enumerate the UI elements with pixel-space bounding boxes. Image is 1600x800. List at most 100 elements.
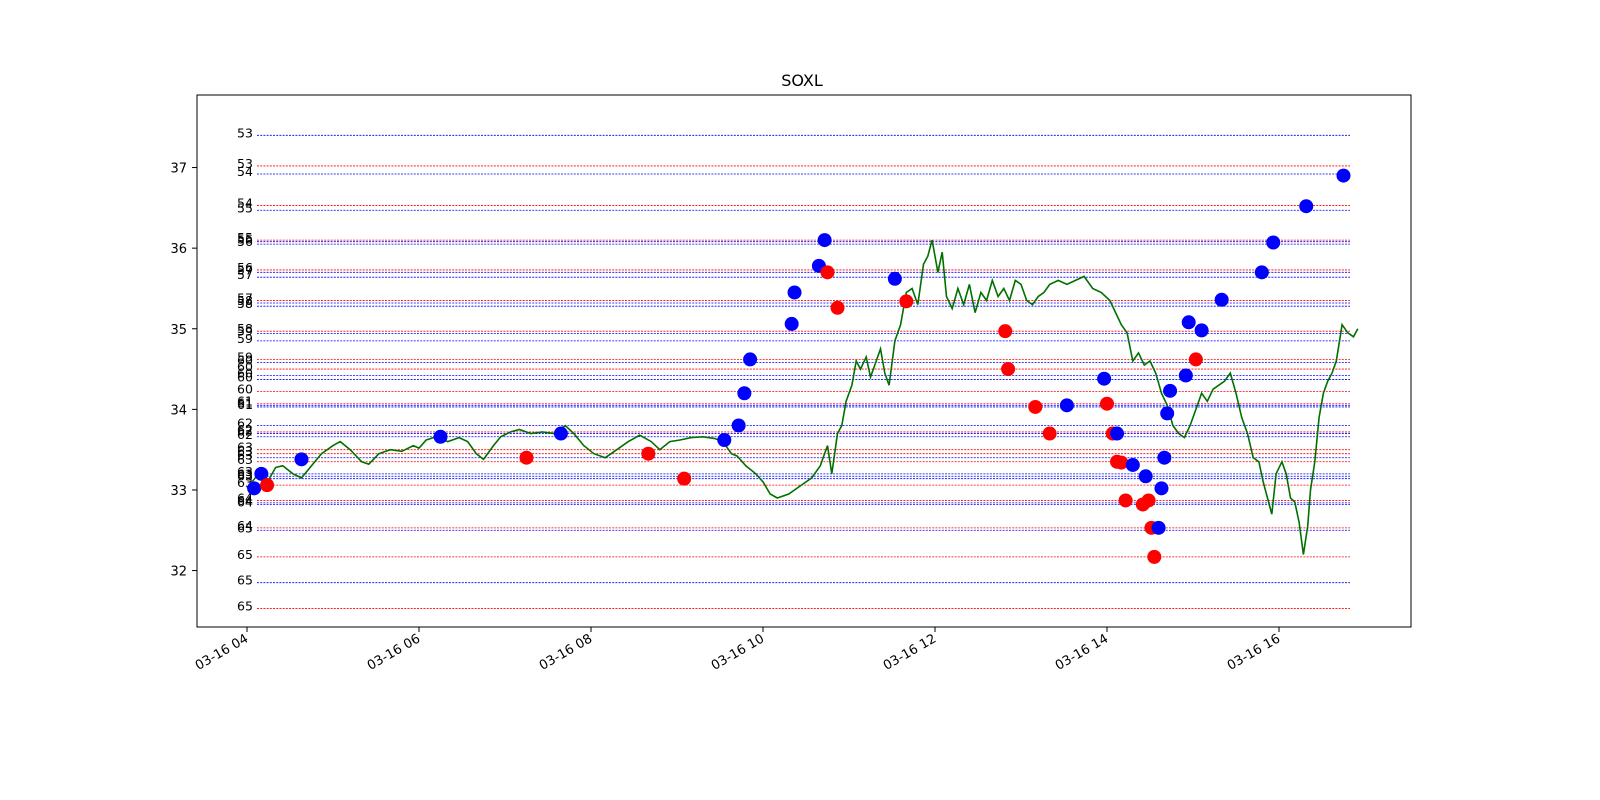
buy-marker: [294, 452, 309, 467]
level-label: 63: [237, 444, 253, 459]
sell-marker: [1188, 352, 1203, 367]
level-label: 63: [237, 448, 253, 463]
level-label: 57: [237, 291, 253, 306]
level-label: 65: [237, 520, 253, 535]
buy-marker: [817, 233, 832, 248]
level-label: 62: [237, 415, 253, 430]
level-label: 62: [237, 427, 253, 442]
buy-marker: [433, 429, 448, 444]
level-label: 64: [237, 490, 253, 505]
level-label: 64: [237, 494, 253, 509]
price-series-line: [246, 239, 1359, 555]
buy-marker: [743, 352, 758, 367]
sell-marker: [1114, 455, 1129, 470]
level-label: 64: [237, 493, 253, 508]
level-label: 55: [237, 230, 253, 245]
level-label: 58: [237, 296, 253, 311]
buy-marker: [717, 432, 732, 447]
level-label: 59: [237, 331, 253, 346]
level-label: 59: [237, 349, 253, 364]
buy-marker: [1336, 168, 1351, 183]
level-label: 65: [237, 547, 253, 562]
level-label: 60: [237, 359, 253, 374]
y-tick-label: 36: [170, 242, 187, 257]
level-label: 60: [237, 382, 253, 397]
level-label: 53: [237, 156, 253, 171]
sell-marker: [1028, 399, 1043, 414]
buy-marker: [1178, 368, 1193, 383]
level-label: 59: [237, 324, 253, 339]
level-label: 64: [237, 518, 253, 533]
sell-marker: [899, 294, 914, 309]
sell-marker: [830, 300, 845, 315]
buy-marker: [1266, 235, 1281, 250]
level-label: 54: [237, 195, 253, 210]
sell-marker: [998, 324, 1013, 339]
level-label: 63: [237, 466, 253, 481]
y-tick-label: 32: [170, 565, 187, 580]
buy-marker: [1059, 398, 1074, 413]
x-tick-label: 03-16 04: [193, 631, 251, 673]
x-tick-label: 03-16 10: [709, 631, 767, 673]
buy-marker: [1097, 371, 1112, 386]
chart-title: SOXL: [781, 71, 823, 90]
buy-marker: [247, 481, 262, 496]
buy-marker: [553, 426, 568, 441]
level-lines-layer: 5353545455555656565757575858585959596060…: [237, 125, 1350, 613]
x-tick-label: 03-16 14: [1053, 631, 1111, 673]
buy-marker: [1163, 383, 1178, 398]
x-tick-label: 03-16 06: [365, 631, 423, 673]
sell-marker: [519, 450, 534, 465]
buy-marker: [737, 386, 752, 401]
level-label: 63: [237, 452, 253, 467]
sell-marker: [677, 471, 692, 486]
buy-marker: [1138, 469, 1153, 484]
level-label: 53: [237, 125, 253, 140]
y-axis: 32 33 34 35 36 37: [170, 162, 197, 580]
sell-marker: [1118, 493, 1133, 508]
buy-marker: [1194, 323, 1209, 338]
sell-marker: [641, 446, 656, 461]
buy-marker: [1110, 426, 1125, 441]
level-label: 62: [237, 422, 253, 437]
y-tick-label: 37: [170, 162, 187, 177]
y-tick-label: 34: [170, 403, 187, 418]
x-axis: 03-16 04 03-16 06 03-16 08 03-16 10 03-16 12…: [193, 627, 1283, 674]
buy-marker: [1160, 406, 1175, 421]
level-label: 63: [237, 469, 253, 484]
sell-marker: [260, 478, 275, 493]
level-label: 65: [237, 573, 253, 588]
x-tick-label: 03-16 16: [1225, 631, 1283, 673]
level-label: 56: [237, 232, 253, 247]
level-label: 58: [237, 293, 253, 308]
buy-marker: [1181, 315, 1196, 330]
level-label: 65: [237, 598, 253, 613]
buy-marker: [1254, 265, 1269, 280]
level-label: 56: [237, 260, 253, 275]
y-tick-label: 33: [170, 484, 187, 499]
sell-marker: [1001, 362, 1016, 377]
level-label: 63: [237, 440, 253, 455]
x-tick-label: 03-16 12: [881, 631, 939, 673]
level-label: 60: [237, 353, 253, 368]
buy-marker: [254, 466, 269, 481]
buy-marker: [1154, 481, 1169, 496]
plot-frame: [196, 94, 1412, 628]
price-line-layer: [246, 239, 1359, 555]
level-label: 60: [237, 370, 253, 385]
level-label: 63: [237, 464, 253, 479]
sell-marker: [1141, 493, 1156, 508]
sell-marker: [1100, 396, 1114, 411]
buy-marker: [1157, 450, 1172, 465]
x-tick-label: 03-16 08: [537, 631, 595, 673]
buy-marker: [1299, 199, 1314, 214]
level-label: 57: [237, 262, 253, 277]
level-label: 61: [237, 397, 253, 412]
y-tick-label: 35: [170, 323, 187, 338]
buy-marker: [784, 316, 799, 331]
buy-marker: [1125, 457, 1140, 472]
buy-marker: [731, 418, 746, 433]
level-label: 56: [237, 234, 253, 249]
